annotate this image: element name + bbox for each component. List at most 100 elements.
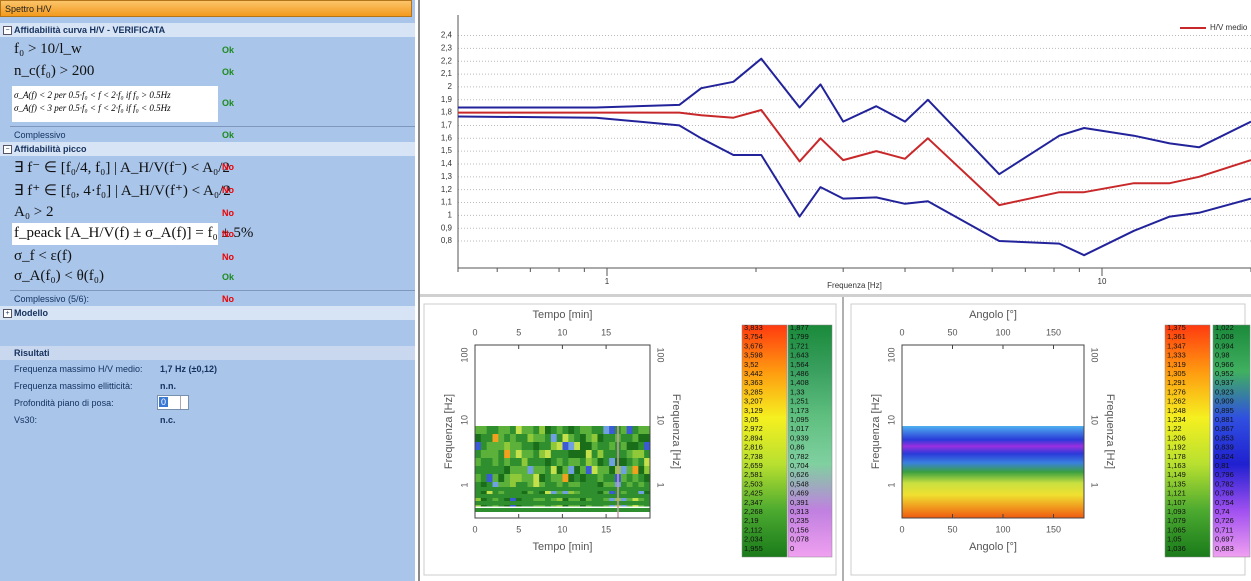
colorbar-label: 1,234 (1167, 415, 1186, 424)
colorbar-label: 3,363 (744, 378, 763, 387)
colorbar-label: 1,333 (1167, 351, 1186, 360)
colorbar-label: 0,81 (1215, 461, 1230, 470)
heat-cell (621, 434, 627, 443)
heat-cell (586, 450, 592, 459)
x-tick-label: 15 (601, 327, 611, 337)
directional-panel: 005050100100150150Angolo [°]Angolo [°]10… (845, 298, 1251, 581)
x-tick-label: 0 (472, 327, 477, 337)
status: No (222, 229, 234, 239)
heat-cell (522, 450, 528, 459)
heat-cell (475, 474, 481, 483)
y-tick-label: 10 (459, 415, 469, 425)
colorbar-label: 1,107 (1167, 498, 1186, 507)
colorbar-label: 1,206 (1167, 433, 1186, 442)
colorbar-label: 1,643 (790, 351, 809, 360)
criterion: σ_A(f) < 2 per 0.5·f₀ < f < 2·f₀ if f₀ >… (14, 90, 171, 100)
colorbar-label: 2,347 (744, 498, 763, 507)
colorbar-label: 0,697 (1215, 535, 1234, 544)
colorbar-label: 2,816 (744, 443, 763, 452)
y-tick-label: 0,8 (441, 236, 453, 245)
colorbar-label: 1,319 (1167, 360, 1186, 369)
result-label: Vs30: (14, 415, 37, 425)
heat-cell (545, 450, 551, 459)
heat-cell (510, 450, 516, 459)
heat-cell (533, 450, 539, 459)
status: Ok (222, 45, 234, 55)
heat-cell (598, 442, 604, 451)
colorbar-label: 0,839 (1215, 443, 1234, 452)
heat-cell (574, 466, 580, 475)
colorbar-label: 1,251 (790, 397, 809, 406)
heat-cell (539, 442, 545, 451)
heat-cell (621, 466, 627, 475)
heat-cell (522, 458, 528, 467)
view-dropdown[interactable]: Spettro H/V (0, 0, 412, 17)
colorbar-label: 0,966 (1215, 360, 1234, 369)
heat-cell (522, 434, 528, 443)
colorbar-label: 0,86 (790, 443, 805, 452)
heat-cell (638, 458, 644, 467)
heat-cell (539, 426, 545, 435)
section-title: Affidabilità picco (14, 144, 87, 154)
heat-cell (568, 458, 574, 467)
depth-input[interactable]: 0 (157, 395, 189, 410)
colorbar-label: 1,192 (1167, 443, 1186, 452)
heat-cell (498, 434, 504, 443)
legend-label: H/V medio (1210, 23, 1248, 32)
heat-cell (563, 442, 569, 451)
heat-cell (493, 450, 499, 459)
heat-cell (545, 458, 551, 467)
spinner (180, 396, 189, 409)
heat-cell (633, 426, 639, 435)
heat-cell (504, 442, 510, 451)
section-header[interactable]: +Modello (0, 306, 415, 320)
heat-cell (533, 442, 539, 451)
colorbar-label: 0,853 (1215, 433, 1234, 442)
heat-cell (510, 466, 516, 475)
heat-cell (633, 474, 639, 483)
heat-cell (493, 442, 499, 451)
heat-cell (627, 458, 633, 467)
heat-cell (574, 442, 580, 451)
colorbar-label: 0,867 (1215, 424, 1234, 433)
heat-cell (493, 426, 499, 435)
heat-cell (487, 450, 493, 459)
heat-cell (504, 434, 510, 443)
colorbar-label: 0,313 (790, 507, 809, 516)
heat-cell (539, 450, 545, 459)
heat-cell (475, 426, 481, 435)
colorbar-label: 2,503 (744, 479, 763, 488)
section-header[interactable]: −Affidabilità curva H/V - VERIFICATA (0, 23, 415, 37)
divider (842, 297, 844, 581)
heat-cell (574, 474, 580, 483)
criterion: σ_A(f) < 3 per 0.5·f₀ < f < 2·f₀ if f₀ <… (14, 103, 171, 113)
colorbar-label: 1,361 (1167, 332, 1186, 341)
colorbar-label: 0,909 (1215, 397, 1234, 406)
x-tick-label: 150 (1046, 327, 1061, 337)
y-tick-label: 1,2 (441, 185, 453, 194)
heat-cell (609, 466, 615, 475)
section-header[interactable]: −Affidabilità picco (0, 142, 415, 156)
colorbar-label: 0,98 (1215, 351, 1230, 360)
heat-cell (627, 442, 633, 451)
separator (10, 126, 415, 127)
heat-cell (638, 426, 644, 435)
heat-cell (574, 434, 580, 443)
colorbar-label: 0,994 (1215, 341, 1234, 350)
heat-cell (551, 434, 557, 443)
hv-chart: 0,80,911,11,21,31,41,51,61,71,81,922,12,… (418, 0, 1251, 295)
heat-cell (528, 450, 534, 459)
section-title: Affidabilità curva H/V - VERIFICATA (14, 25, 165, 35)
y-axis-label: Frequenza [Hz] (1104, 394, 1116, 469)
colorbar-label: 1,065 (1167, 525, 1186, 534)
separator (10, 290, 415, 291)
heat-cell (603, 474, 609, 483)
heat-cell (603, 458, 609, 467)
colorbar-label: 0,782 (1215, 479, 1234, 488)
heat-cell (481, 426, 487, 435)
heat-cell (609, 450, 615, 459)
heat-cell (551, 474, 557, 483)
criterion: σ_A(f₀) < θ(f₀) (14, 268, 104, 285)
heat-cell (510, 434, 516, 443)
heat-cell (586, 474, 592, 483)
